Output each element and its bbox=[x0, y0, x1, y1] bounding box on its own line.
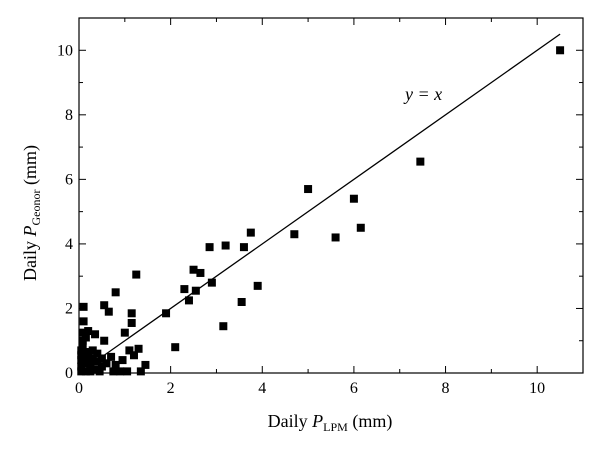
data-point bbox=[189, 265, 198, 274]
data-point bbox=[78, 341, 87, 350]
data-point bbox=[239, 243, 248, 252]
x-tick-label: 6 bbox=[350, 380, 358, 397]
data-point bbox=[77, 356, 86, 365]
data-point bbox=[100, 301, 109, 310]
plot-frame bbox=[78, 17, 584, 374]
data-point bbox=[107, 352, 116, 361]
data-point bbox=[219, 322, 228, 331]
data-point bbox=[79, 317, 88, 326]
data-point bbox=[221, 241, 230, 250]
data-point bbox=[81, 352, 90, 361]
data-point bbox=[86, 367, 95, 376]
x-axis-title-suffix: (mm) bbox=[348, 411, 393, 432]
x-axis-title-variable: P bbox=[311, 411, 323, 431]
data-point bbox=[91, 330, 100, 339]
y-axis-title-prefix: Daily bbox=[20, 237, 40, 282]
data-point bbox=[100, 336, 109, 345]
data-point bbox=[556, 46, 565, 55]
data-point bbox=[111, 360, 120, 369]
y-axis-title: Daily PGeonor (mm) bbox=[20, 145, 43, 281]
data-point bbox=[196, 268, 205, 277]
data-point bbox=[84, 348, 93, 357]
x-axis-title-subscript: LPM bbox=[323, 420, 348, 434]
y-tick-label: 0 bbox=[65, 365, 73, 382]
data-point bbox=[246, 228, 255, 237]
axis-ticks: 0 2 4 6 8 10 0 2 4 6 8 10 bbox=[57, 18, 583, 397]
data-point bbox=[304, 185, 313, 194]
x-tick-label: 10 bbox=[529, 380, 545, 397]
data-point bbox=[141, 360, 150, 369]
data-point bbox=[79, 302, 88, 311]
data-point bbox=[237, 298, 246, 306]
y-tick-label: 8 bbox=[65, 107, 73, 124]
data-point bbox=[416, 157, 425, 166]
data-point bbox=[180, 285, 189, 294]
data-point bbox=[97, 362, 106, 371]
data-point bbox=[120, 328, 129, 337]
y-tick-label: 6 bbox=[65, 171, 73, 188]
y-tick-label: 4 bbox=[65, 236, 73, 253]
data-point bbox=[331, 233, 340, 242]
data-point bbox=[88, 346, 97, 355]
data-point bbox=[95, 367, 104, 376]
data-point bbox=[127, 318, 136, 327]
data-point bbox=[123, 367, 132, 376]
data-point bbox=[349, 194, 358, 203]
data-point bbox=[84, 327, 93, 336]
data-point bbox=[109, 367, 118, 376]
data-point bbox=[127, 309, 136, 318]
data-point bbox=[171, 343, 180, 352]
data-point bbox=[205, 243, 214, 252]
data-point bbox=[207, 278, 216, 287]
data-point bbox=[356, 223, 365, 232]
x-axis-title: Daily PLPM (mm) bbox=[268, 411, 393, 434]
x-tick-label: 2 bbox=[167, 380, 175, 397]
reference-line-label: y = x bbox=[403, 84, 442, 104]
data-point bbox=[125, 346, 134, 355]
data-point bbox=[97, 354, 106, 363]
data-point bbox=[81, 367, 90, 376]
reference-line-y-equals-x bbox=[78, 33, 561, 374]
data-point bbox=[132, 270, 141, 279]
data-points bbox=[77, 46, 565, 376]
data-point bbox=[102, 359, 111, 368]
data-point bbox=[290, 230, 299, 239]
x-tick-label: 4 bbox=[258, 380, 266, 397]
x-axis-title-prefix: Daily bbox=[268, 411, 313, 431]
data-point bbox=[111, 288, 120, 297]
data-point bbox=[134, 344, 143, 353]
y-tick-label: 10 bbox=[57, 42, 73, 59]
y-tick-label: 2 bbox=[65, 300, 73, 317]
data-point bbox=[162, 309, 171, 318]
data-point bbox=[88, 354, 97, 363]
data-point bbox=[118, 356, 127, 365]
data-point bbox=[253, 281, 262, 290]
data-point bbox=[104, 307, 113, 316]
data-point bbox=[77, 351, 86, 360]
data-point bbox=[93, 349, 102, 358]
data-point bbox=[93, 357, 102, 366]
data-point bbox=[77, 346, 86, 355]
plot-axes bbox=[78, 17, 584, 374]
data-point bbox=[81, 359, 90, 368]
data-point bbox=[136, 367, 145, 376]
x-tick-label: 8 bbox=[442, 380, 450, 397]
data-point bbox=[129, 351, 138, 360]
data-point bbox=[77, 362, 86, 371]
x-tick-label: 0 bbox=[75, 380, 83, 397]
data-point bbox=[91, 365, 100, 374]
data-point bbox=[116, 367, 125, 376]
data-point bbox=[78, 328, 87, 337]
y-axis-title-subscript: Geonor bbox=[29, 190, 43, 226]
data-point bbox=[184, 296, 193, 305]
data-point bbox=[81, 333, 90, 342]
y-axis-title-variable: P bbox=[20, 226, 40, 238]
y-axis-title-suffix: (mm) bbox=[20, 145, 41, 190]
